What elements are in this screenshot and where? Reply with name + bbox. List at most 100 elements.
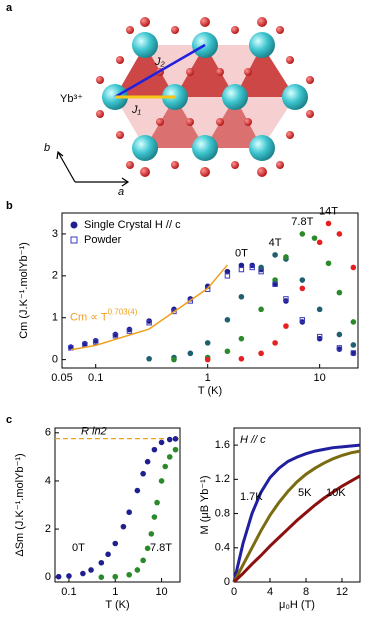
y-tick-label: 2 — [52, 270, 58, 282]
data-point — [238, 293, 245, 300]
data-point — [144, 545, 151, 552]
data-point — [166, 454, 173, 460]
data-point — [224, 317, 231, 323]
data-point — [299, 277, 306, 283]
data-point — [134, 567, 141, 573]
x-axis-label: T (K) — [198, 385, 222, 397]
data-point — [336, 345, 343, 351]
data-point — [126, 571, 132, 578]
y-tick-label: 3 — [52, 228, 58, 240]
data-point — [272, 340, 278, 346]
x-axis-label: T (K) — [105, 599, 129, 611]
data-point — [258, 268, 264, 275]
data-point — [238, 266, 245, 273]
data-point — [171, 308, 177, 315]
data-point — [299, 317, 306, 323]
data-point — [299, 231, 306, 237]
plot-frame — [61, 212, 359, 369]
data-point — [316, 239, 323, 246]
data-point — [204, 356, 211, 363]
data-point — [238, 355, 245, 362]
x-tick-label: 0.05 — [51, 372, 72, 384]
y-tick-label: 0.4 — [215, 542, 230, 554]
data-point — [166, 436, 173, 443]
data-point — [258, 350, 264, 357]
j2-label: J₂ — [154, 56, 166, 68]
series-label: 7.8T — [291, 216, 313, 228]
series-line — [232, 474, 361, 584]
data-point — [336, 289, 343, 296]
data-point — [126, 509, 132, 516]
data-point — [272, 281, 278, 288]
data-point — [238, 262, 245, 269]
data-point — [140, 557, 146, 564]
axis-a-label: a — [118, 186, 124, 198]
j1-label: J₁ — [131, 104, 142, 116]
data-point — [151, 514, 158, 520]
panel-label: b — [6, 200, 13, 212]
x-tick-label: 0 — [231, 586, 237, 598]
series-line — [232, 449, 361, 583]
data-point — [187, 298, 194, 304]
series-label: 5K — [298, 487, 312, 499]
data-point — [66, 573, 72, 579]
data-point — [272, 277, 278, 283]
reference-label: R ln2 — [81, 425, 107, 437]
data-point — [105, 551, 111, 558]
y-tick-label: 6 — [45, 427, 51, 439]
data-point — [172, 446, 179, 453]
y-tick-label: 0 — [224, 576, 230, 588]
x-tick-label: 10 — [314, 372, 326, 384]
data-point — [151, 446, 158, 453]
data-point — [336, 231, 343, 237]
fit-line — [70, 264, 228, 351]
y-axis-label: Cm (J.K⁻¹.molYb⁻¹) — [18, 242, 30, 339]
series-label: 1.7K — [240, 491, 263, 503]
data-point — [134, 487, 141, 494]
data-point — [126, 328, 133, 334]
data-point — [158, 478, 165, 484]
data-point — [112, 573, 119, 580]
data-point — [158, 439, 165, 446]
data-point — [350, 350, 357, 356]
y-tick-label: 0 — [45, 571, 51, 583]
data-point — [350, 264, 357, 271]
annotation: H // c — [240, 434, 266, 446]
data-point — [272, 252, 278, 258]
x-tick-label: 4 — [267, 586, 273, 598]
legend-label: Single Crystal H // c — [84, 219, 181, 231]
data-point — [283, 254, 289, 260]
data-point — [154, 499, 160, 506]
series-label: 0T — [235, 247, 248, 259]
y-tick-label: 2 — [45, 523, 51, 535]
y-tick-label: 1.2 — [215, 473, 230, 485]
x-tick-label: 8 — [303, 586, 309, 598]
data-point — [325, 260, 332, 267]
data-point — [146, 320, 152, 326]
data-point — [249, 264, 255, 271]
data-point — [112, 540, 119, 547]
plot-frame — [233, 427, 361, 583]
data-point — [172, 436, 179, 442]
data-point — [238, 335, 245, 342]
x-tick-label: 10 — [155, 586, 167, 598]
y-tick-label: 0.8 — [215, 507, 230, 519]
series-label: 0T — [72, 542, 85, 554]
data-point — [126, 326, 133, 333]
data-point — [316, 333, 323, 340]
data-point — [80, 570, 86, 577]
data-point — [146, 355, 152, 362]
series-label: 14T — [319, 205, 338, 217]
data-point — [144, 458, 151, 465]
data-point — [311, 235, 318, 241]
data-point — [187, 350, 194, 357]
data-point — [316, 306, 323, 313]
y-axis-label: ΔSm (J.K⁻¹.molYb⁻¹) — [14, 453, 26, 556]
y-tick-label: 1.6 — [215, 439, 230, 451]
panel-label: c — [6, 414, 12, 426]
data-point — [224, 348, 231, 355]
legend-label: Powder — [84, 234, 122, 246]
x-tick-label: 12 — [336, 586, 348, 598]
legend-marker — [70, 221, 78, 229]
